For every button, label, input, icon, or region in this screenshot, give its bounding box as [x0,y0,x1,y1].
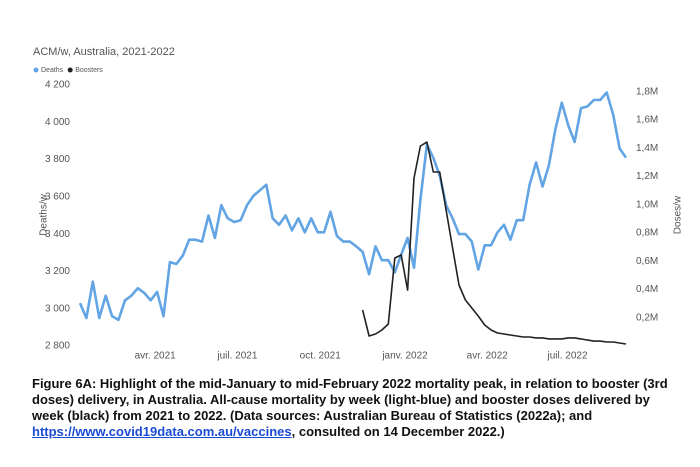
y-tick-label: 3 600 [45,191,70,202]
legend-marker [33,67,39,73]
y2-tick-label: 0,6M [636,256,658,267]
y2-tick-label: 1,8M [636,86,658,97]
caption-text: Figure 6A: Highlight of the mid-January … [32,376,668,423]
y-tick-label: 4 200 [45,80,70,91]
y2-tick-label: 0,4M [636,284,658,295]
y-tick-label: 4 000 [45,117,70,128]
x-tick-label: oct. 2021 [300,351,342,362]
legend-marker [67,67,73,73]
y2-tick-label: 1,4M [636,143,658,154]
y-axis-label: Deaths/w [39,193,50,235]
caption-link[interactable]: https://www.covid19data.com.au/vaccines [32,424,292,439]
caption-text-end: , consulted on 14 December 2022.) [291,424,505,439]
x-tick-label: janv. 2022 [381,351,428,362]
series-line [78,91,628,322]
y2-axis-label: Doses/w [673,195,684,234]
series-line [361,141,627,345]
x-tick-label: juil. 2022 [547,351,588,362]
legend-label: Boosters [75,67,103,74]
y2-tick-label: 0,2M [636,312,658,323]
y2-tick-label: 1,6M [636,115,658,126]
y-tick-label: 3 800 [45,154,70,165]
x-tick-label: avr. 2022 [467,351,509,362]
y-tick-label: 2 800 [45,341,70,352]
x-tick-label: avr. 2021 [135,351,177,362]
chart: ACM/w, Australia, 2021-2022 Deaths/w Dos… [33,46,684,362]
y2-tick-label: 1,2M [636,171,658,182]
y2-tick-label: 0,8M [636,228,658,239]
caption: Figure 6A: Highlight of the mid-January … [32,376,682,440]
y-tick-label: 3 000 [45,303,70,314]
x-tick-label: juil. 2021 [216,351,257,362]
y-tick-label: 3 400 [45,229,70,240]
legend-label: Deaths [41,67,64,74]
chart-title: ACM/w, Australia, 2021-2022 [33,46,175,58]
y-tick-label: 3 200 [45,266,70,277]
y2-tick-label: 1,0M [636,199,658,210]
